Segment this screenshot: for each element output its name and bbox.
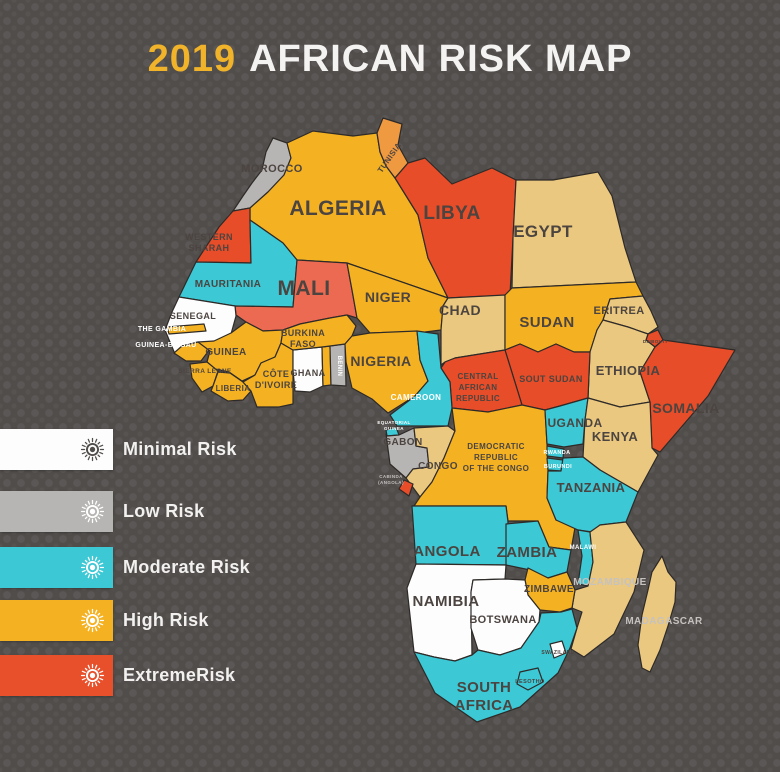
country-gambia (166, 323, 207, 335)
label-mauritania: MAURITANIA (195, 279, 262, 290)
label-tanzania: TANZANIA (557, 480, 626, 495)
label-drc-2: REPUBLIC (474, 453, 518, 462)
label-south-africa-1: SOUTH (457, 679, 512, 696)
sun-icon (79, 554, 106, 581)
label-zimbabwe: ZIMBAWE (524, 584, 574, 595)
legend-row-low: Low Risk (0, 491, 300, 532)
label-egypt: EGYPT (513, 222, 573, 241)
legend-label-moderate: Moderate Risk (123, 557, 250, 577)
label-benin: BENIN (336, 356, 342, 377)
legend-swatch-low (0, 491, 113, 532)
label-liberia: LIBERIA (216, 384, 251, 393)
label-morocco: MOROCCO (241, 163, 303, 175)
label-niger: NIGER (365, 289, 411, 305)
country-south-africa (413, 608, 578, 723)
label-western-sahara-1: WESTERN (185, 232, 233, 242)
label-madagascar: MADAGASCAR (625, 616, 703, 627)
label-botswana: BOTSWANA (469, 614, 536, 626)
country-congo (405, 425, 456, 498)
label-guinea-bissau: GUINEA-BISSAU (135, 342, 196, 349)
legend-label-extreme: ExtremeRisk (123, 665, 236, 685)
label-cote-divoire-2: D'IVOIRE (255, 380, 297, 390)
country-madagascar (637, 555, 677, 673)
title-year: 2019 (147, 38, 237, 80)
country-swaziland (549, 640, 567, 659)
label-south-africa-2: AFRICA (454, 697, 513, 714)
legend-row-extreme: ExtremeRisk (0, 655, 300, 696)
label-djibouti: DJIBOUTI (643, 339, 667, 344)
legend-row-moderate: Moderate Risk (0, 547, 300, 588)
label-angola: ANGOLA (413, 543, 480, 560)
country-cabinda (398, 479, 414, 497)
page-title: 2019 AFRICAN RISK MAP (0, 38, 780, 81)
label-sierra-leone: SIERRA LEONE (178, 368, 232, 375)
label-burundi: BURUNDI (544, 464, 572, 470)
label-western-sahara-2: SHARAH (189, 243, 230, 253)
label-south-sudan: SOUT SUDAN (519, 374, 583, 384)
legend-swatch-extreme (0, 655, 113, 696)
legend: Minimal Risk Low Risk Moderate Risk High… (0, 0, 300, 772)
legend-swatch-high (0, 600, 113, 641)
label-namibia: NAMIBIA (413, 593, 480, 610)
legend-swatch-moderate (0, 547, 113, 588)
label-gabon: GABON (383, 437, 422, 448)
label-mozambique: MOZAMBIQUE (573, 577, 646, 588)
label-cabinda-1: CABINDA (379, 474, 403, 479)
label-drc-1: DEMOCRATIC (467, 442, 525, 451)
country-shapes (164, 117, 736, 723)
legend-label-minimal: Minimal Risk (123, 439, 237, 459)
country-cote-divoire (242, 342, 294, 408)
label-burkina-faso-2: FASO (290, 339, 316, 349)
sun-icon (79, 607, 106, 634)
title-text: AFRICAN RISK MAP (249, 38, 633, 80)
label-ghana: GHANA (291, 368, 326, 378)
sun-icon (79, 498, 106, 525)
country-lesotho (516, 667, 544, 691)
label-burkina-faso-1: BURKINA (281, 328, 325, 338)
label-ethiopia: ETHIOPIA (596, 363, 661, 378)
label-zambia: ZAMBIA (497, 544, 558, 561)
label-uganda: UGANDA (547, 416, 602, 430)
country-libya (394, 157, 517, 299)
label-equatorial-guinea-2: GUINEA (384, 426, 404, 431)
label-somalia: SOMALIA (652, 400, 719, 416)
legend-row-minimal: Minimal Risk (0, 429, 300, 470)
legend-swatch-minimal (0, 429, 113, 470)
label-car-1: CENTRAL (457, 372, 498, 381)
label-eritrea: ERITREA (593, 305, 644, 317)
country-egypt (511, 171, 637, 289)
label-malawi: MALAWI (570, 545, 597, 551)
label-rwanda: RWANDA (543, 450, 570, 456)
label-car-3: REPUBLIC (456, 394, 500, 403)
label-drc-3: OF THE CONGO (463, 464, 530, 473)
country-somalia (639, 339, 736, 453)
label-chad: CHAD (439, 302, 481, 318)
label-algeria: ALGERIA (289, 197, 386, 220)
label-mali: MALI (278, 277, 331, 300)
legend-label-high: High Risk (123, 610, 209, 630)
label-congo: CONGO (418, 461, 458, 472)
label-equatorial-guinea-1: EQUATORIAL (377, 420, 410, 425)
country-kenya (582, 397, 659, 493)
legend-label-low: Low Risk (123, 501, 205, 521)
label-car-2: AFRICAN (459, 383, 498, 392)
label-libya: LIBYA (423, 203, 480, 224)
label-cabinda-2: (ANGOLA) (378, 480, 404, 485)
label-sudan: SUDAN (519, 314, 574, 331)
country-cameroon (389, 330, 453, 427)
sun-icon (79, 662, 106, 689)
label-kenya: KENYA (592, 429, 639, 444)
legend-row-high: High Risk (0, 600, 300, 641)
label-swaziland: SWAZILAND (541, 650, 574, 656)
label-nigeria: NIGERIA (350, 353, 411, 369)
label-gambia: THE GAMBIA (138, 326, 186, 333)
label-guinea: GUINEA (205, 347, 246, 358)
label-cote-divoire-1: CÔTE (263, 368, 290, 379)
label-senegal: SENEGAL (170, 311, 216, 321)
label-lesotho: LESOTHO (515, 679, 545, 685)
sun-icon (79, 436, 106, 463)
label-cameroon: CAMEROON (391, 393, 442, 402)
